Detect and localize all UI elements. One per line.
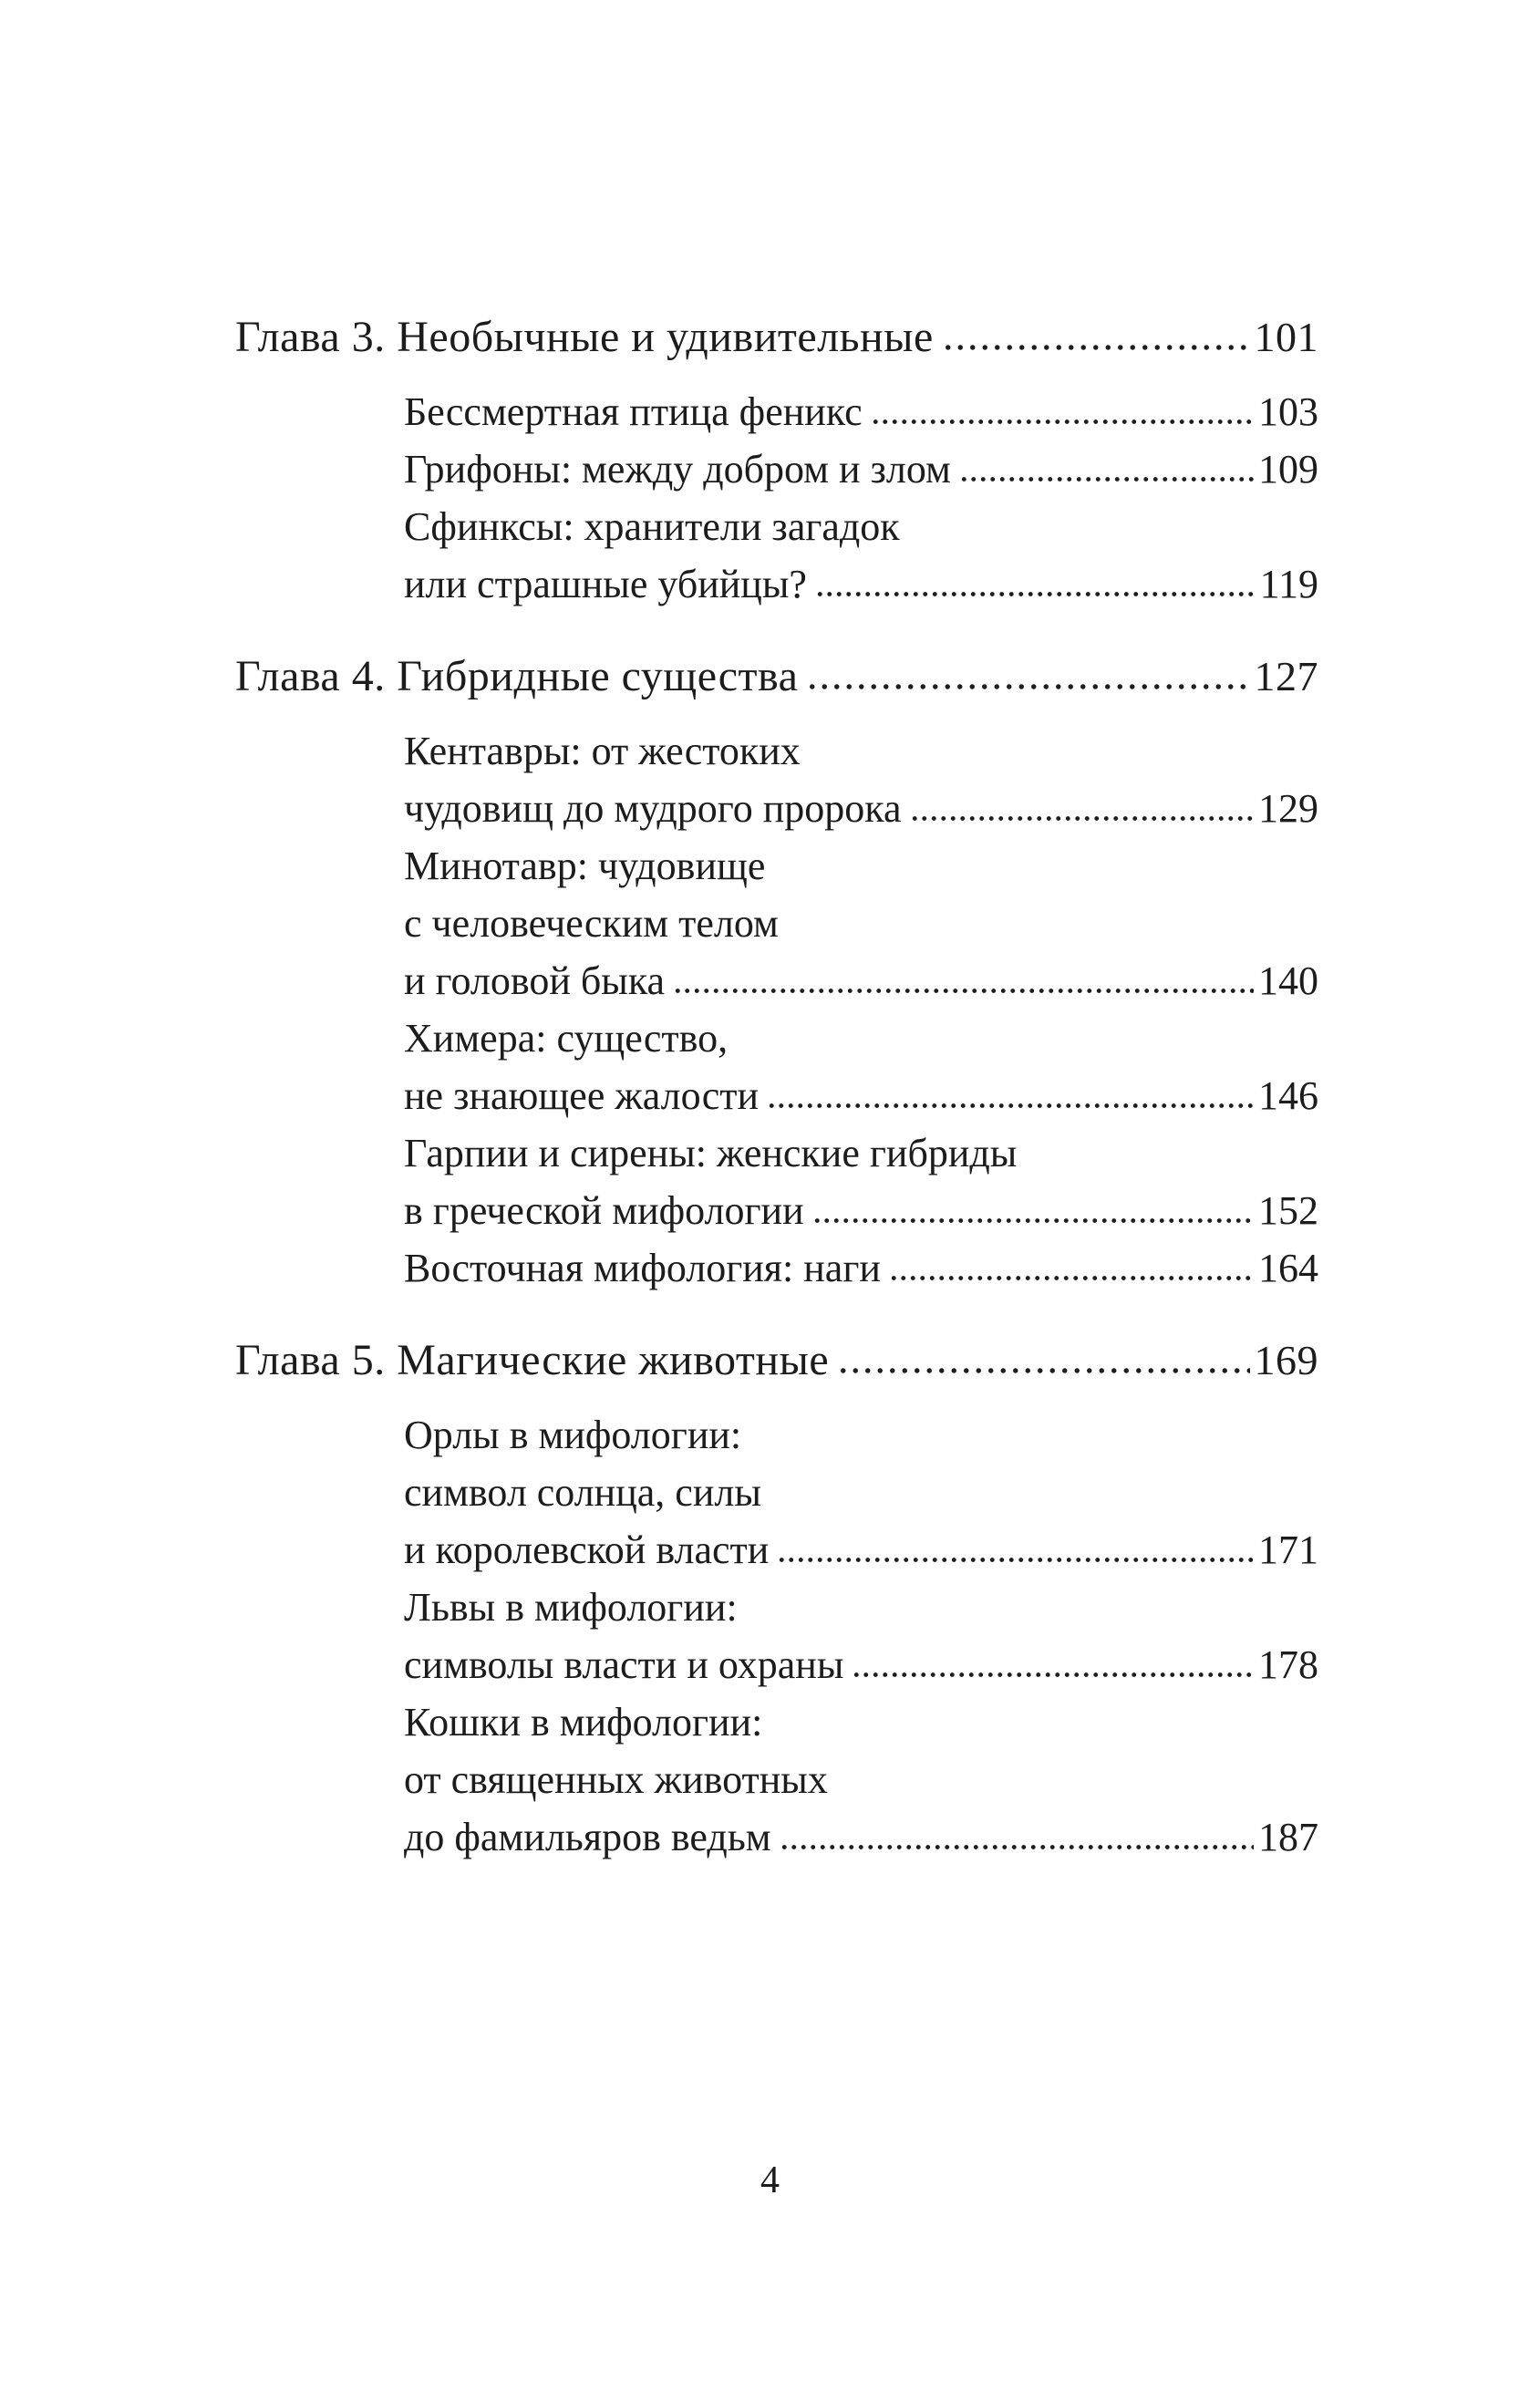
entry-title-line: Сфинксы: хранители загадок bbox=[404, 504, 900, 549]
entry-page-number: 164 bbox=[1258, 1246, 1318, 1290]
dot-leader bbox=[767, 1103, 1254, 1109]
entry-page-number: 103 bbox=[1258, 389, 1318, 434]
entry-title-line: и головой быка bbox=[404, 958, 666, 1003]
chapter-title: Глава 4. Гибридные существа bbox=[235, 652, 799, 700]
chapter-entries: Кентавры: от жестоких чудовищ до мудрого… bbox=[404, 722, 1318, 1297]
toc-entry: Кентавры: от жестоких чудовищ до мудрого… bbox=[404, 722, 1318, 837]
chapter-page-number: 169 bbox=[1254, 1337, 1318, 1383]
toc-entry: Минотавр: чудовище с человеческим телом … bbox=[404, 837, 1318, 1010]
entry-page-number: 140 bbox=[1258, 958, 1318, 1003]
toc-entry: Гарпии и сирены: женские гибриды в грече… bbox=[404, 1124, 1318, 1239]
entry-title-line: Грифоны: между добром и злом bbox=[404, 447, 951, 492]
entry-page-number: 109 bbox=[1258, 447, 1318, 492]
dot-leader bbox=[811, 1217, 1254, 1224]
entry-title-line: Минотавр: чудовище bbox=[404, 844, 766, 888]
dot-leader bbox=[852, 1672, 1254, 1678]
dot-leader bbox=[806, 683, 1250, 690]
dot-leader bbox=[777, 1557, 1254, 1563]
toc-chapter-heading: Глава 5. Магические животные 169 bbox=[235, 1331, 1318, 1389]
entry-title-line: Львы в мифологии: bbox=[404, 1585, 738, 1630]
page-footer: 4 bbox=[0, 2158, 1540, 2203]
entry-title-line: и королевской власти bbox=[404, 1527, 770, 1572]
toc-entry: Химера: существо, не знающее жалости 146 bbox=[404, 1010, 1318, 1124]
toc-entry: Сфинксы: хранители загадок или страшные … bbox=[404, 498, 1318, 613]
entry-page-number: 146 bbox=[1258, 1073, 1318, 1118]
toc-chapter-4: Глава 4. Гибридные существа 127 Кентавры… bbox=[235, 647, 1318, 1297]
entry-title-line: символы власти и охраны bbox=[404, 1642, 844, 1687]
entry-title-line: чудовищ до мудрого пророка bbox=[404, 786, 902, 831]
toc-chapter-heading: Глава 3. Необычные и удивительные 101 bbox=[235, 308, 1318, 366]
chapter-page-number: 127 bbox=[1254, 653, 1318, 699]
toc-entry: Грифоны: между добром и злом 109 bbox=[404, 440, 1318, 498]
dot-leader bbox=[779, 1844, 1254, 1850]
toc-entry: Бессмертная птица феникс 103 bbox=[404, 383, 1318, 440]
entry-title-line: Кентавры: от жестоких bbox=[404, 729, 801, 773]
entry-title-line: Гарпии и сирены: женские гибриды bbox=[404, 1131, 1018, 1175]
toc-page: Глава 3. Необычные и удивительные 101 Бе… bbox=[235, 308, 1318, 1866]
toc-entry: Кошки в мифологии: от священных животных… bbox=[404, 1693, 1318, 1866]
chapter-entries: Орлы в мифологии: символ солнца, силы и … bbox=[404, 1406, 1318, 1866]
dot-leader bbox=[837, 1367, 1250, 1374]
chapter-entries: Бессмертная птица феникс 103 Грифоны: ме… bbox=[404, 383, 1318, 613]
dot-leader bbox=[870, 419, 1254, 425]
toc-entry: Восточная мифология: наги 164 bbox=[404, 1239, 1318, 1297]
dot-leader bbox=[888, 1275, 1254, 1281]
toc-chapter-heading: Глава 4. Гибридные существа 127 bbox=[235, 647, 1318, 705]
dot-leader bbox=[958, 476, 1254, 482]
page-number: 4 bbox=[760, 2159, 780, 2201]
entry-title-line: не знающее жалости bbox=[404, 1073, 760, 1118]
entry-title-line: в греческой мифологии bbox=[404, 1188, 804, 1233]
entry-page-number: 171 bbox=[1258, 1527, 1318, 1572]
chapter-title: Глава 3. Необычные и удивительные bbox=[235, 313, 934, 361]
entry-title-line: Химера: существо, bbox=[404, 1016, 729, 1061]
toc-chapter-3: Глава 3. Необычные и удивительные 101 Бе… bbox=[235, 308, 1318, 613]
entry-title-line: Кошки в мифологии: bbox=[404, 1700, 763, 1745]
entry-title-line: Орлы в мифологии: bbox=[404, 1413, 742, 1457]
entry-title-line: Восточная мифология: наги bbox=[404, 1246, 881, 1290]
entry-title-line: до фамильяров ведьм bbox=[404, 1815, 771, 1859]
entry-page-number: 119 bbox=[1259, 562, 1318, 606]
entry-title-line: от священных животных bbox=[404, 1757, 828, 1802]
dot-leader bbox=[941, 344, 1250, 351]
entry-title-line: символ солнца, силы bbox=[404, 1470, 761, 1515]
chapter-title: Глава 5. Магические животные bbox=[235, 1336, 830, 1384]
dot-leader bbox=[673, 988, 1254, 994]
entry-page-number: 129 bbox=[1258, 786, 1318, 831]
toc-entry: Львы в мифологии: символы власти и охран… bbox=[404, 1579, 1318, 1693]
entry-page-number: 187 bbox=[1258, 1815, 1318, 1859]
dot-leader bbox=[814, 591, 1256, 597]
entry-page-number: 152 bbox=[1258, 1188, 1318, 1233]
chapter-page-number: 101 bbox=[1254, 314, 1318, 360]
toc-entry: Орлы в мифологии: символ солнца, силы и … bbox=[404, 1406, 1318, 1579]
entry-title-line: или страшные убийцы? bbox=[404, 562, 807, 606]
toc-chapter-5: Глава 5. Магические животные 169 Орлы в … bbox=[235, 1331, 1318, 1866]
dot-leader bbox=[909, 815, 1254, 822]
entry-title-line: Бессмертная птица феникс bbox=[404, 389, 863, 434]
entry-title-line: с человеческим телом bbox=[404, 901, 779, 946]
entry-page-number: 178 bbox=[1258, 1642, 1318, 1687]
